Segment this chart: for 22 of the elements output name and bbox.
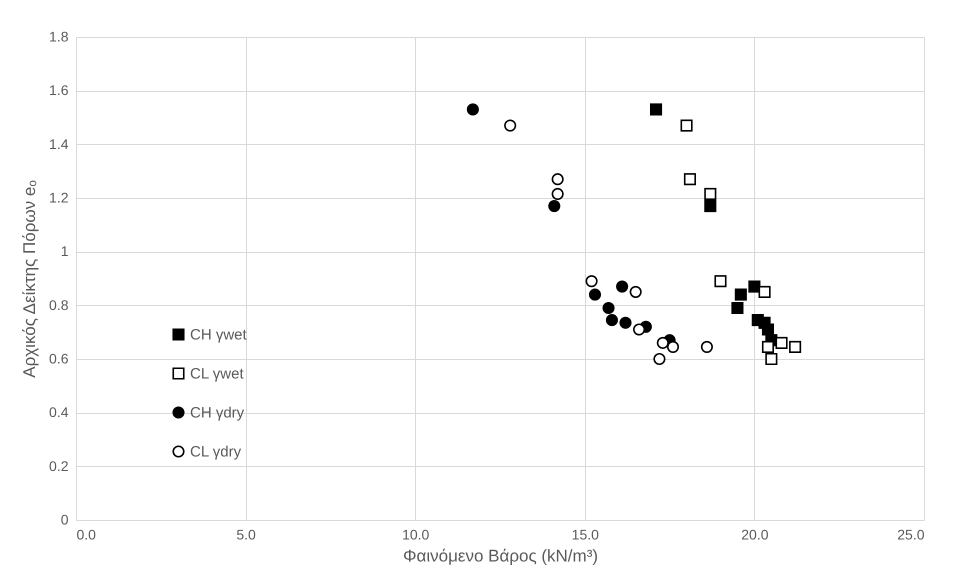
y-tick-label: 0.2 bbox=[49, 458, 69, 474]
x-tick-label: 0.0 bbox=[76, 526, 96, 542]
x-tick-label: 5.0 bbox=[236, 526, 256, 542]
y-tick-label: 0.4 bbox=[49, 404, 69, 420]
x-tick-label: 20.0 bbox=[741, 526, 769, 542]
x-axis-title: Φαινόμενο Βάρος (kN/m³) bbox=[402, 546, 598, 566]
y-tick-label: 0.8 bbox=[49, 296, 69, 313]
x-tick-label: 10.0 bbox=[402, 526, 430, 542]
legend-label: CH γwet bbox=[190, 326, 248, 344]
legend-label: CL γdry bbox=[190, 444, 242, 460]
y-tick-label: 0 bbox=[60, 512, 69, 528]
y-tick-label: 1.2 bbox=[49, 190, 69, 206]
y-axis-title: Αρχικός Δείκτης Πόρων eₒ bbox=[20, 180, 40, 378]
y-tick-label: 1.4 bbox=[49, 136, 69, 152]
y-tick-label: 0.6 bbox=[49, 350, 69, 366]
x-tick-label: 25.0 bbox=[897, 526, 925, 542]
legend-label: CL γwet bbox=[190, 366, 244, 382]
y-tick-label: 1 bbox=[60, 243, 69, 260]
legend-label: CH γdry bbox=[190, 404, 245, 422]
y-tick-label: 1.6 bbox=[49, 82, 69, 98]
y-tick-label: 1.8 bbox=[49, 28, 69, 44]
x-tick-label: 15.0 bbox=[572, 526, 600, 542]
